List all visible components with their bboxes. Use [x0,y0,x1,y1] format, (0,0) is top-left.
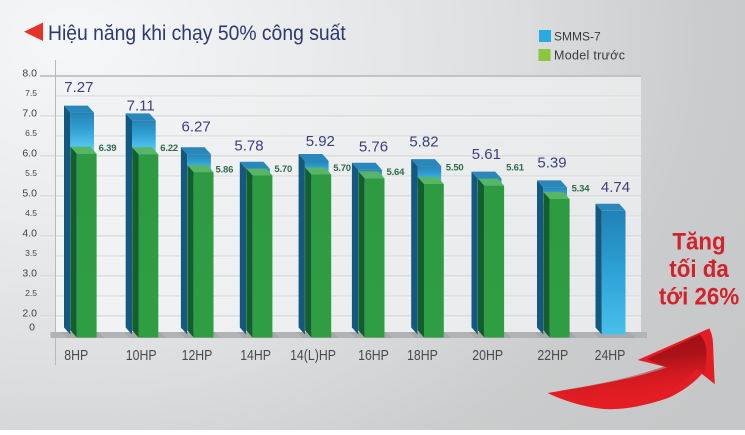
svg-text:8.0: 8.0 [22,68,37,80]
svg-text:6.22: 6.22 [160,143,178,154]
svg-text:5.34: 5.34 [572,184,591,195]
svg-text:7.5: 7.5 [25,88,37,98]
svg-text:2.5: 2.5 [25,288,37,298]
svg-text:2.0: 2.0 [22,308,37,320]
svg-text:5.61: 5.61 [506,163,525,174]
svg-text:tối đa: tối đa [669,255,730,282]
svg-text:4.74: 4.74 [601,179,630,196]
svg-text:0: 0 [29,322,35,334]
svg-text:14HP: 14HP [240,347,271,363]
svg-text:4.0: 4.0 [22,228,37,240]
svg-text:6.5: 6.5 [25,128,37,138]
svg-text:18HP: 18HP [407,347,438,363]
svg-text:5.70: 5.70 [274,164,292,175]
svg-text:Hiệu năng khi chạy 50% công su: Hiệu năng khi chạy 50% công suất [48,21,346,45]
svg-text:12HP: 12HP [182,347,213,363]
svg-text:14(L)HP: 14(L)HP [290,347,336,363]
svg-text:Model trước: Model trước [554,49,625,63]
svg-text:5.76: 5.76 [359,139,388,156]
svg-text:5.0: 5.0 [22,188,37,200]
svg-text:6.0: 6.0 [22,148,37,160]
svg-text:3.5: 3.5 [25,248,37,258]
svg-text:5.39: 5.39 [537,155,566,172]
svg-text:SMMS-7: SMMS-7 [554,30,601,44]
svg-text:6.27: 6.27 [181,118,210,135]
svg-text:5.5: 5.5 [25,168,37,178]
svg-text:5.82: 5.82 [409,134,438,151]
svg-text:5.86: 5.86 [216,165,234,176]
svg-text:20HP: 20HP [472,347,503,363]
svg-text:tới 26%: tới 26% [659,283,739,310]
svg-text:4.5: 4.5 [25,208,37,218]
svg-text:22HP: 22HP [537,347,568,363]
svg-text:8HP: 8HP [64,347,88,363]
svg-text:5.92: 5.92 [306,133,335,150]
svg-text:7.11: 7.11 [127,98,155,115]
svg-text:5.78: 5.78 [234,138,263,155]
svg-text:Tăng: Tăng [672,228,725,255]
svg-text:5.61: 5.61 [472,146,501,163]
svg-text:7.0: 7.0 [22,108,37,120]
svg-text:3.0: 3.0 [22,268,37,280]
svg-text:16HP: 16HP [358,347,389,363]
svg-text:5.70: 5.70 [333,163,351,174]
svg-text:7.27: 7.27 [64,79,93,96]
svg-text:6.39: 6.39 [99,143,117,154]
svg-text:24HP: 24HP [595,347,626,363]
svg-text:5.64: 5.64 [387,167,406,178]
svg-text:5.50: 5.50 [446,163,464,174]
svg-text:10HP: 10HP [126,347,157,363]
